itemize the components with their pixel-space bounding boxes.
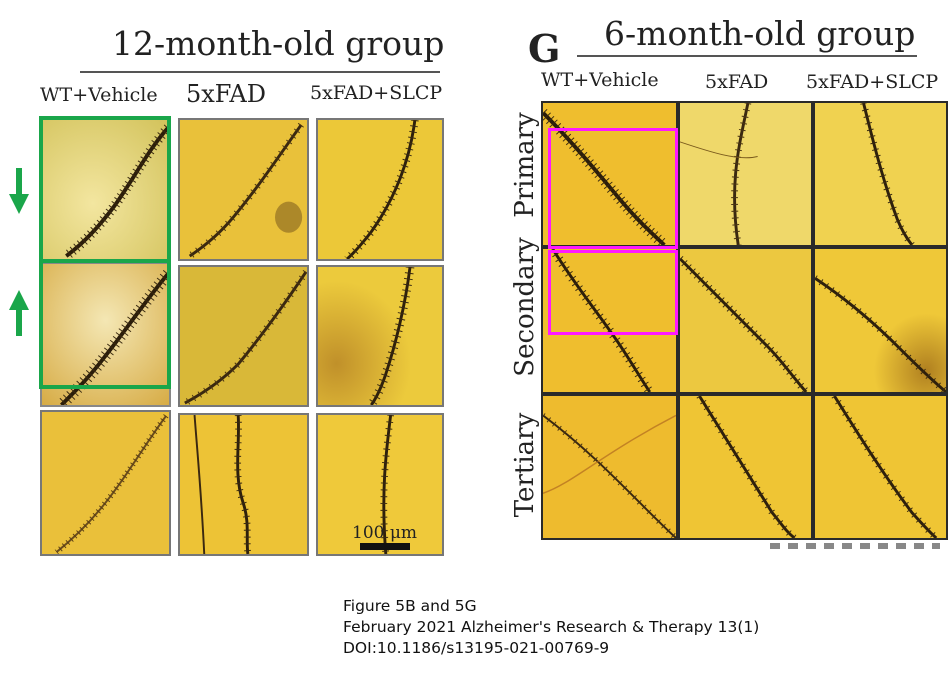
caption-line-1: Figure 5B and 5G [343,597,477,615]
figure-g-row-label-secondary: Secondary [510,237,540,377]
arrow-down-icon [9,168,29,214]
figure-g-micrograph-wt-primary [541,101,678,247]
figure-b-micrograph-wt-row3 [40,410,171,556]
figure-b-micrograph-5xfad-slcp-row1 [316,118,444,261]
highlight-box-green [39,116,171,389]
highlight-box-pink-primary [548,128,678,249]
figure-g-title: 6-month-old group [604,14,916,53]
scale-bar-label: 100 μm [352,523,418,543]
figure-g-col-header-5xfad-slcp: 5xFAD+SLCP [806,71,939,93]
figure-g-micrograph-5xfad-slcp-secondary [813,247,948,394]
figure-g-micrograph-5xfad-secondary [678,247,813,394]
figure-b-col-header-wt: WT+Vehicle [40,84,158,106]
figure-b-micrograph-5xfad-row2 [178,265,309,407]
caption-line-3: DOI:10.1186/s13195-021-00769-9 [343,639,610,657]
caption-line-2: February 2021 Alzheimer's Research & The… [343,618,760,636]
figure-b-micrograph-5xfad-row1 [178,118,309,261]
figure-g-micrograph-5xfad-primary [678,101,813,247]
figure-g-row-label-tertiary: Tertiary [510,412,540,518]
figure-caption: Figure 5B and 5G February 2021 Alzheimer… [343,596,759,659]
figure-g-col-header-wt: WT+Vehicle [541,69,659,91]
figure-b-col-header-5xfad-slcp: 5xFAD+SLCP [310,82,443,104]
figure-b-title-rule [80,71,440,73]
figure-g-micrograph-5xfad-slcp-tertiary [813,394,948,540]
highlight-box-green-divider [39,259,171,263]
figure-g-micrograph-5xfad-tertiary [678,394,813,540]
figure-g-col-header-5xfad: 5xFAD [705,71,769,93]
figure-g-micrograph-wt-tertiary [541,394,678,540]
highlight-box-pink-secondary [548,250,678,335]
arrow-up-icon [9,290,29,336]
figure-b-micrograph-5xfad-slcp-row3 [316,413,444,556]
figure-b-micrograph-5xfad-slcp-row2 [316,265,444,407]
figure-b-micrograph-wt-row2 [40,262,171,407]
scale-bar [360,543,410,550]
figure-g-title-rule [577,55,917,57]
figure-g-micrograph-5xfad-slcp-primary [813,101,948,247]
figure-g-row-label-primary: Primary [510,112,540,218]
figure-b-title: 12-month-old group [112,24,445,63]
figure-b-col-header-5xfad: 5xFAD [186,80,266,108]
figure-g-cutoff-fragment [770,543,940,549]
figure-b-micrograph-wt-row1 [40,118,171,261]
figure-g-micrograph-wt-secondary [541,247,678,394]
figure-b-micrograph-5xfad-row3 [178,413,309,556]
figure-g-panel-letter: G [528,26,561,71]
